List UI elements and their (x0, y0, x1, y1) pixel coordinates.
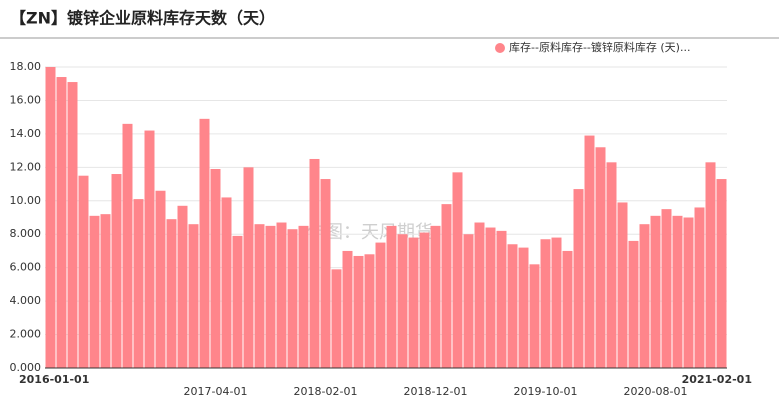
bar (199, 118, 210, 368)
bar (408, 237, 419, 368)
bar (232, 235, 243, 368)
bar (144, 130, 155, 368)
y-tick-label: 18.00 (10, 60, 42, 73)
x-tick-label: 2018-02-01 (294, 385, 358, 398)
bar (628, 240, 639, 368)
bar (287, 229, 298, 368)
bar (529, 264, 540, 368)
bar (518, 247, 529, 368)
bar (375, 242, 386, 368)
bar (584, 135, 595, 368)
bar (672, 215, 683, 368)
bar (78, 175, 89, 368)
bar (683, 217, 694, 368)
x-tick-label: 2021-02-01 (682, 373, 752, 386)
bar (276, 222, 287, 368)
y-tick-label: 16.00 (10, 93, 42, 106)
bar (210, 169, 221, 368)
y-tick-label: 12.00 (10, 160, 42, 173)
bar (177, 205, 188, 368)
bar (540, 239, 551, 368)
bar (474, 222, 485, 368)
bar (507, 244, 518, 368)
y-tick-label: 14.00 (10, 127, 42, 140)
bar (496, 230, 507, 368)
bar (661, 209, 672, 368)
bar (705, 162, 716, 368)
bar (166, 219, 177, 368)
y-tick-label: 10.00 (10, 194, 42, 207)
bar (694, 207, 705, 368)
bar (155, 190, 166, 368)
bar (617, 202, 628, 368)
legend-label: 库存--原料库存--镀锌原料库存 (天)... (509, 40, 690, 54)
bar (342, 250, 353, 368)
bar (463, 234, 474, 368)
bar (243, 167, 254, 368)
bar (551, 237, 562, 368)
bar (441, 204, 452, 368)
bar (639, 224, 650, 368)
chart-title: 【ZN】镀锌企业原料库存天数（天） (10, 9, 275, 28)
x-tick-label: 2016-01-01 (19, 373, 89, 386)
y-tick-label: 2.000 (10, 328, 42, 341)
x-tick-label: 2020-08-01 (624, 385, 688, 398)
bar (364, 254, 375, 368)
bar (56, 77, 67, 369)
bar (353, 255, 364, 368)
bar (254, 224, 265, 368)
x-tick-label: 2017-04-01 (184, 385, 248, 398)
bar (595, 147, 606, 368)
bar (606, 162, 617, 368)
y-tick-label: 0.000 (10, 361, 42, 374)
bar (122, 123, 133, 368)
y-tick-label: 8.000 (10, 227, 42, 240)
bar (309, 158, 320, 368)
x-tick-label: 2018-12-01 (404, 385, 468, 398)
bar (298, 225, 309, 368)
bar (67, 82, 78, 369)
bar (45, 67, 56, 368)
legend-marker (495, 43, 505, 53)
bar (188, 224, 199, 368)
bar (650, 215, 661, 368)
bar (89, 215, 100, 368)
bar (133, 199, 144, 368)
bar (111, 174, 122, 368)
y-tick-label: 6.000 (10, 261, 42, 274)
bar (716, 179, 727, 368)
bar (573, 189, 584, 368)
bar (430, 225, 441, 368)
bar (320, 179, 331, 368)
bar (221, 197, 232, 368)
bar (419, 232, 430, 368)
bar (331, 269, 342, 368)
bar (265, 225, 276, 368)
bar (397, 234, 408, 368)
bar (386, 225, 397, 368)
bar (452, 172, 463, 368)
y-tick-label: 4.000 (10, 294, 42, 307)
bar (562, 250, 573, 368)
bar (485, 227, 496, 368)
x-tick-label: 2019-10-01 (514, 385, 578, 398)
bar (100, 214, 111, 368)
